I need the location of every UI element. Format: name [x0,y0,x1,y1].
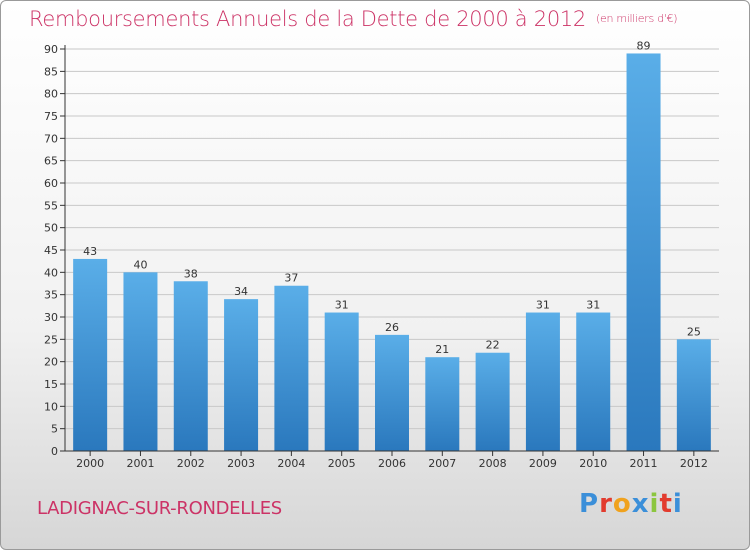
y-tick-label: 15 [44,378,58,391]
logo-letter: P [579,489,600,519]
bar-2005[interactable] [324,312,359,451]
bar-2011[interactable] [626,53,661,451]
logo-letter: x [631,489,650,519]
y-tick-label: 30 [44,311,58,324]
town-name: LADIGNAC-SUR-RONDELLES [37,498,282,519]
bar-2010[interactable] [576,312,611,451]
bar-2004[interactable] [274,285,309,451]
bar-2002[interactable] [173,281,208,451]
bar-2000[interactable] [73,258,108,451]
y-tick-label: 85 [44,65,58,78]
y-tick-label: 35 [44,289,58,302]
data-label-2009: 31 [536,299,550,312]
logo-letter: i [649,489,660,519]
y-tick-label: 70 [44,132,58,145]
y-tick-label: 0 [51,445,58,458]
data-label-2005: 31 [335,299,349,312]
y-tick-label: 80 [44,88,58,101]
data-label-2011: 89 [637,39,651,52]
y-tick-label: 65 [44,155,58,168]
chart-title-text: Remboursements Annuels de la Dette de 20… [29,7,586,31]
x-tick-label-2003: 2003 [227,457,255,470]
bar-2007[interactable] [425,357,460,451]
data-label-2004: 37 [284,272,298,285]
x-tick-label-2011: 2011 [630,457,658,470]
x-tick-label-2001: 2001 [126,457,154,470]
y-tick-label: 90 [44,43,58,56]
y-tick-label: 10 [44,400,58,413]
y-axis-ticks: 0 5 10 15 20 25 30 35 40 45 50 55 60 65 70 75 80 85 90 [44,43,65,458]
bar-2009[interactable] [525,312,560,451]
y-tick-label: 5 [51,423,58,436]
bar-2003[interactable] [224,299,259,451]
chart-title: Remboursements Annuels de la Dette de 20… [29,7,677,31]
x-tick-label-2000: 2000 [76,457,104,470]
y-tick-label: 25 [44,333,58,346]
data-label-2006: 26 [385,321,399,334]
x-tick-label-2004: 2004 [277,457,305,470]
y-tick-label: 75 [44,110,58,123]
x-tick-label-2012: 2012 [680,457,708,470]
y-tick-label: 20 [44,356,58,369]
x-tick-label-2002: 2002 [177,457,205,470]
bars: 43 40 38 34 37 31 26 21 22 31 31 89 25 [73,39,711,451]
y-tick-label: 40 [44,266,58,279]
x-tick-label-2006: 2006 [378,457,406,470]
data-label-2003: 34 [234,285,248,298]
x-tick-label-2008: 2008 [479,457,507,470]
proxiti-logo[interactable]: Proxiti [579,489,683,519]
data-label-2010: 31 [586,299,600,312]
data-label-2001: 40 [133,258,147,271]
chart-subtitle: (en milliers d'€) [596,12,678,25]
y-tick-label: 45 [44,244,58,257]
y-tick-label: 60 [44,177,58,190]
x-tick-label-2007: 2007 [428,457,456,470]
logo-letter: o [612,489,632,519]
logo-letter: i [672,489,683,519]
y-tick-label: 55 [44,199,58,212]
data-label-2008: 22 [486,339,500,352]
data-label-2007: 21 [435,343,449,356]
x-axis-ticks: 2000 2001 2002 2003 2004 2005 2006 2007 2008 2009… [76,451,708,470]
bar-2012[interactable] [676,339,711,451]
x-tick-label-2009: 2009 [529,457,557,470]
bar-2006[interactable] [375,334,409,451]
data-label-2002: 38 [184,267,198,280]
y-tick-label: 50 [44,222,58,235]
x-tick-label-2005: 2005 [328,457,356,470]
data-label-2000: 43 [83,245,97,258]
logo-letter: t [659,489,673,519]
bar-2001[interactable] [123,272,158,451]
data-label-2012: 25 [687,325,701,338]
bar-2008[interactable] [475,352,510,451]
logo-letter: r [599,489,613,519]
x-tick-label-2010: 2010 [579,457,607,470]
